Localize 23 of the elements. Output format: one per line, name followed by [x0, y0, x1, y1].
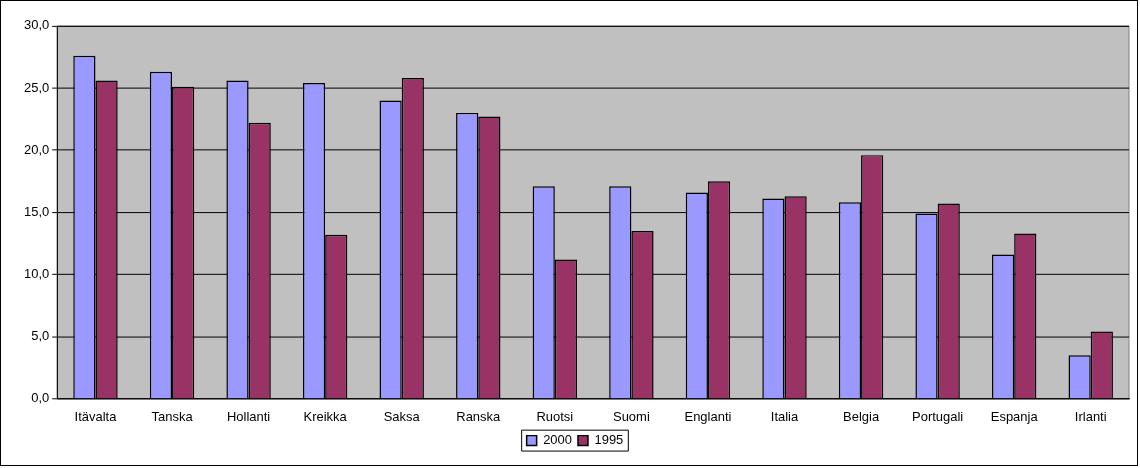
y-tick-label: 30,0 [23, 17, 50, 33]
y-tick-label: 10,0 [23, 266, 50, 281]
y-tick-label: 15,0 [23, 203, 50, 219]
x-tick-label: Belgia [843, 408, 880, 424]
x-tick-label: Tanska [151, 408, 194, 424]
y-tick-label: 20,0 [23, 141, 50, 157]
x-tick-label: Portugali [912, 408, 964, 424]
x-tick-label: Hollanti [226, 408, 271, 424]
x-tick-label: Kreikka [303, 408, 348, 424]
y-tick-label: 0,0 [31, 390, 50, 406]
y-tick-label: 25,0 [23, 79, 50, 95]
legend-label: 2000 [543, 432, 572, 448]
y-tick-label: 5,0 [31, 328, 50, 344]
x-tick-label: Espanja [990, 408, 1039, 424]
x-tick-label: Suomi [613, 408, 650, 424]
legend-label: 1995 [594, 432, 624, 448]
x-tick-label: Itävalta [74, 408, 118, 424]
x-tick-label: Englanti [684, 408, 732, 424]
x-tick-label: Italia [770, 408, 799, 424]
x-tick-label: Saksa [383, 408, 421, 424]
x-tick-label: Ruotsi [536, 408, 574, 424]
x-tick-label: Ranska [456, 408, 502, 424]
x-tick-label: Irlanti [1074, 408, 1107, 424]
